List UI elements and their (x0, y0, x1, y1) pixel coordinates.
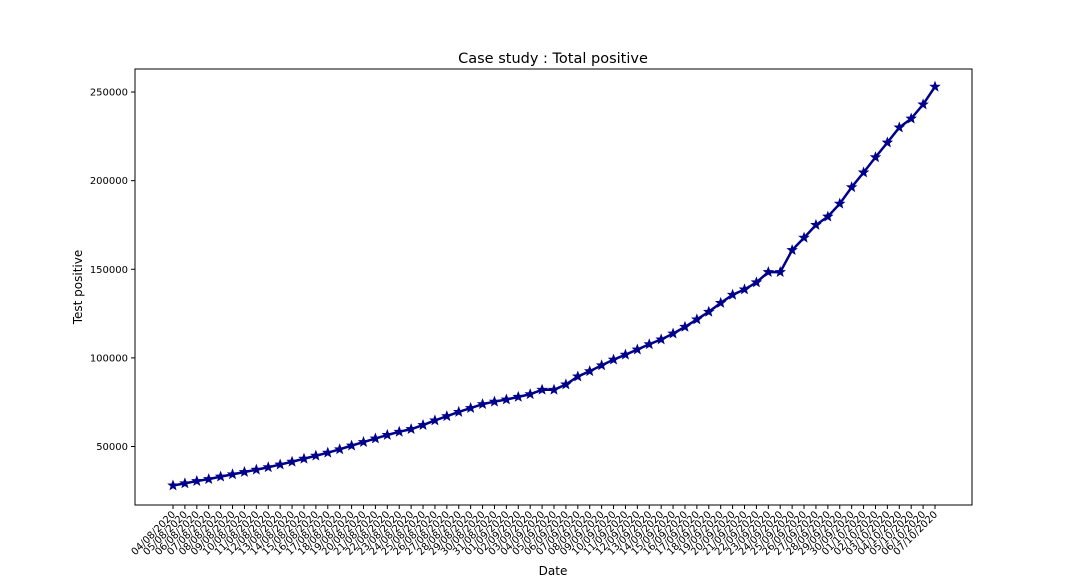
data-point-marker (464, 402, 477, 413)
data-point-marker (750, 276, 763, 288)
data-point-marker (512, 390, 525, 402)
data-point-marker (333, 443, 346, 455)
data-point-marker (607, 353, 620, 365)
data-point-marker (703, 305, 715, 317)
data-point-marker (655, 333, 667, 345)
data-point-marker (429, 414, 441, 426)
data-point-marker (381, 428, 394, 440)
data-point-marker (857, 166, 870, 178)
plot-area (134, 68, 973, 506)
data-point-marker (691, 313, 703, 325)
data-point-marker (560, 378, 572, 390)
data-point-marker (500, 393, 513, 405)
data-point-marker (667, 327, 679, 339)
data-point-marker (845, 181, 858, 193)
y-tick-label: 50000 (96, 442, 128, 453)
data-point-marker (250, 463, 263, 475)
data-point-marker (345, 439, 358, 451)
data-point-marker (595, 359, 608, 371)
y-axis-label: Test positive (71, 250, 85, 326)
y-tick-label: 250000 (90, 88, 128, 99)
data-point-marker (822, 210, 834, 222)
data-point-marker (238, 465, 251, 477)
data-point-marker (167, 479, 179, 491)
data-point-marker (214, 470, 227, 482)
data-point-marker (488, 395, 501, 407)
data-point-marker (619, 348, 632, 360)
data-point-marker (274, 458, 286, 470)
x-axis-ticks: 04/08/202005/08/202006/08/202007/08/2020… (130, 505, 940, 558)
data-point-marker (405, 423, 417, 435)
data-point-marker (881, 136, 894, 148)
data-point-marker (572, 370, 584, 382)
series-markers (167, 80, 941, 491)
data-point-marker (726, 288, 739, 300)
data-point-marker (810, 218, 822, 230)
data-point-marker (191, 475, 203, 486)
data-point-marker (833, 197, 846, 209)
data-point-marker (441, 410, 453, 422)
data-point-marker (322, 446, 334, 458)
data-point-marker (286, 455, 298, 467)
y-tick-label: 200000 (90, 176, 128, 187)
x-axis-label: Date (539, 564, 568, 576)
data-point-marker (262, 461, 275, 473)
y-tick-label: 100000 (90, 353, 128, 364)
data-point-marker (869, 151, 882, 163)
data-point-marker (310, 449, 322, 461)
data-point-marker (298, 452, 310, 464)
data-point-marker (762, 266, 775, 278)
chart-title: Case study : Total positive (458, 51, 648, 67)
data-point-marker (679, 320, 691, 332)
data-point-marker (548, 383, 560, 395)
data-point-marker (226, 468, 239, 480)
data-point-marker (714, 296, 727, 308)
data-point-marker (202, 473, 215, 485)
data-point-marker (357, 436, 370, 447)
data-point-marker (643, 338, 656, 350)
data-point-marker (583, 365, 596, 377)
data-point-marker (417, 419, 429, 430)
data-point-marker (452, 405, 465, 417)
y-tick-label: 150000 (90, 265, 128, 276)
data-point-marker (393, 425, 405, 437)
data-point-marker (774, 266, 786, 278)
data-point-marker (476, 398, 489, 410)
data-point-marker (917, 98, 929, 110)
data-point-marker (893, 121, 906, 133)
data-point-marker (929, 80, 941, 92)
data-point-marker (798, 231, 810, 243)
data-point-marker (738, 283, 751, 295)
data-point-marker (536, 383, 548, 395)
data-point-marker (179, 477, 191, 489)
data-point-marker (631, 343, 644, 355)
data-point-marker (786, 244, 798, 256)
y-axis-ticks: 50000 100000 150000 200000 250000 (90, 88, 135, 453)
data-point-marker (369, 432, 382, 444)
data-point-marker (905, 112, 917, 124)
data-point-marker (524, 388, 536, 400)
